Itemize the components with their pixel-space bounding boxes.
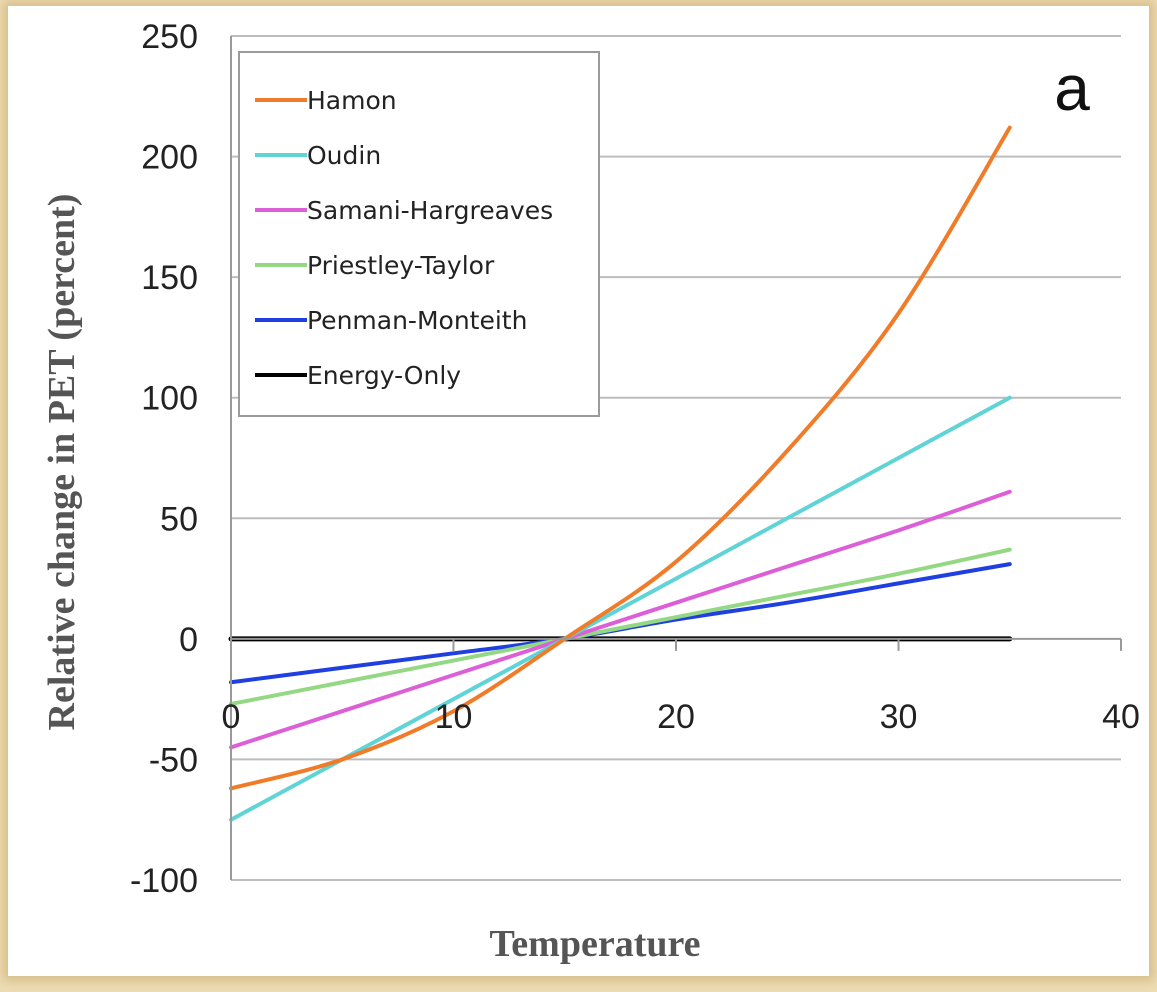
x-tick-label-0: 0 xyxy=(222,698,241,736)
legend-label-oudin: Oudin xyxy=(307,141,381,170)
legend-label-priestley-taylor: Priestley-Taylor xyxy=(307,251,495,280)
y-tick-label--50: -50 xyxy=(149,741,198,779)
x-tick-label-10: 10 xyxy=(435,698,473,736)
x-tick-label-20: 20 xyxy=(657,698,695,736)
legend-label-hamon: Hamon xyxy=(307,86,397,115)
y-tick-label-250: 250 xyxy=(141,18,198,56)
x-tick-label-30: 30 xyxy=(880,698,918,736)
y-tick-label-150: 150 xyxy=(141,259,198,297)
y-tick-label-50: 50 xyxy=(160,500,198,538)
pet-line-chart: -100 -50 0 50 100 150 200 250 0 10 20 30 40 Hamon Oud… xyxy=(41,18,1140,965)
legend-box xyxy=(238,51,600,417)
y-tick-label--100: -100 xyxy=(130,862,198,900)
figure-frame: -100 -50 0 50 100 150 200 250 0 10 20 30 40 Hamon Oud… xyxy=(8,6,1149,976)
x-tick-label-40: 40 xyxy=(1102,698,1140,736)
legend: Hamon Oudin Samani-Hargreaves Priestley-Tay… xyxy=(238,51,600,417)
tick-labels: -100 -50 0 50 100 150 200 250 0 10 20 30 40 xyxy=(130,18,1140,900)
y-tick-label-0: 0 xyxy=(179,621,198,659)
series-lines xyxy=(228,125,1013,822)
axes xyxy=(230,36,1122,880)
panel-letter: a xyxy=(1054,52,1090,124)
series-line-priestley-taylor xyxy=(229,547,1012,706)
series-line-hamon xyxy=(229,125,1012,791)
series-line-samani-hargreaves xyxy=(229,489,1012,750)
series-line-penman-monteith xyxy=(229,562,1012,685)
legend-label-samani-hargreaves: Samani-Hargreaves xyxy=(307,196,553,225)
y-axis-title: Relative change in PET (percent) xyxy=(41,194,83,731)
y-tick-label-100: 100 xyxy=(141,380,198,418)
legend-label-energy-only: Energy-Only xyxy=(307,361,461,390)
legend-label-penman-monteith: Penman-Monteith xyxy=(307,306,527,335)
series-line-oudin xyxy=(229,395,1012,822)
x-axis-title: Temperature xyxy=(489,923,700,965)
y-tick-label-200: 200 xyxy=(141,139,198,177)
